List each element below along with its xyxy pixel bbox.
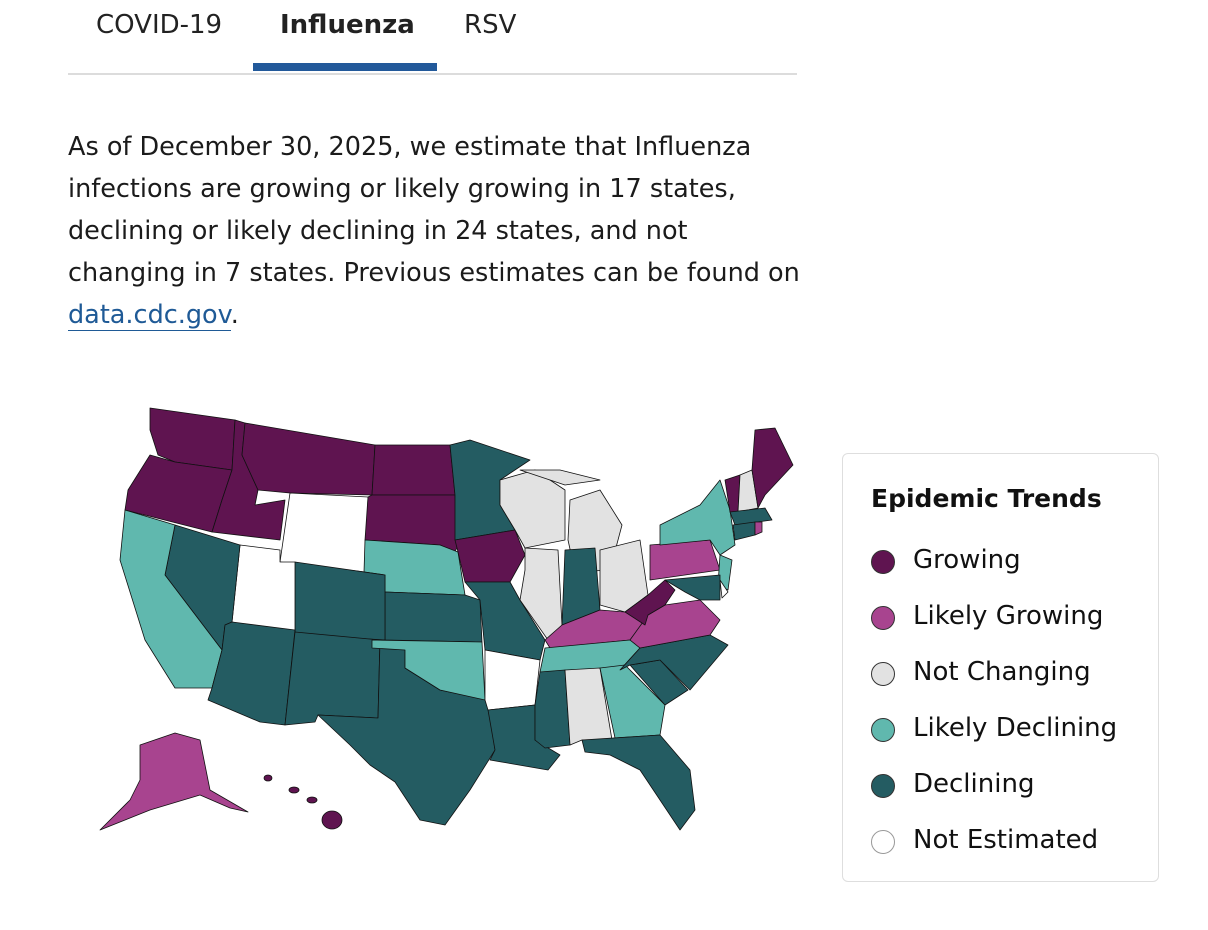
state bbox=[649, 539, 721, 581]
state bbox=[624, 579, 676, 626]
state bbox=[484, 649, 541, 711]
legend-label: Likely Growing bbox=[913, 601, 1104, 631]
legend-swatch bbox=[871, 606, 895, 630]
tab-underline bbox=[253, 63, 437, 71]
state bbox=[371, 444, 456, 496]
legend-label: Growing bbox=[913, 545, 1021, 575]
state bbox=[599, 664, 666, 739]
legend-label: Likely Declining bbox=[913, 713, 1118, 743]
state bbox=[384, 591, 483, 643]
state bbox=[279, 492, 369, 573]
summary-end: . bbox=[230, 300, 239, 330]
state bbox=[751, 427, 794, 509]
state bbox=[729, 507, 773, 526]
legend-label: Not Changing bbox=[913, 657, 1091, 687]
state bbox=[659, 479, 736, 556]
state bbox=[321, 810, 343, 830]
tab[interactable]: RSV bbox=[464, 10, 517, 40]
state bbox=[534, 669, 571, 749]
summary-paragraph: As of December 30, 2025, we estimate tha… bbox=[68, 126, 808, 336]
state bbox=[241, 422, 376, 496]
data-link[interactable]: data.cdc.gov bbox=[68, 300, 231, 331]
state bbox=[288, 786, 300, 794]
tab[interactable]: Influenza bbox=[280, 10, 415, 40]
state bbox=[371, 639, 486, 701]
legend: Epidemic Trends Growing Likely Growing Not… bbox=[842, 453, 1159, 882]
legend-swatch bbox=[871, 718, 895, 742]
us-map bbox=[99, 407, 794, 831]
state bbox=[732, 521, 756, 541]
legend-label: Declining bbox=[913, 769, 1035, 799]
state bbox=[519, 469, 601, 486]
state bbox=[263, 774, 273, 782]
state bbox=[99, 732, 249, 831]
state bbox=[754, 521, 763, 536]
state bbox=[464, 581, 546, 661]
legend-swatch bbox=[871, 550, 895, 574]
legend-title: Epidemic Trends bbox=[871, 484, 1102, 513]
state bbox=[664, 574, 721, 601]
tab[interactable]: COVID-19 bbox=[96, 10, 223, 40]
state bbox=[719, 579, 729, 599]
legend-swatch bbox=[871, 774, 895, 798]
legend-label: Not Estimated bbox=[913, 825, 1099, 855]
state bbox=[581, 734, 696, 831]
summary-text: As of December 30, 2025, we estimate tha… bbox=[68, 132, 800, 288]
state bbox=[306, 796, 318, 804]
legend-swatch bbox=[871, 830, 895, 854]
state bbox=[294, 561, 386, 641]
state bbox=[284, 631, 381, 726]
tab-bar: COVID-19 Influenza RSV bbox=[68, 0, 797, 75]
legend-swatch bbox=[871, 662, 895, 686]
